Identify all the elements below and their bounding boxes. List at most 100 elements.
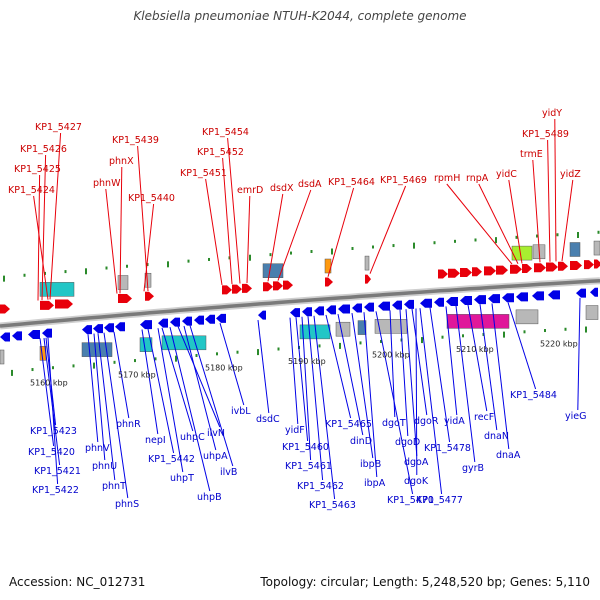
reverse-gene-label[interactable]: phnR — [116, 419, 141, 430]
reverse-gene-arrow[interactable] — [42, 328, 52, 338]
reverse-gene-arrow[interactable] — [82, 325, 92, 335]
forward-gene-arrow[interactable] — [263, 282, 273, 292]
forward-gene-label[interactable]: trmE — [520, 149, 543, 160]
forward-gene-arrow[interactable] — [558, 261, 568, 271]
forward-gene-arrow[interactable] — [496, 265, 508, 275]
reverse-gene-label[interactable]: ilvB — [220, 467, 237, 478]
reverse-gene-label[interactable]: phnV — [85, 443, 110, 454]
reverse-gene-label[interactable]: dgoT — [382, 418, 406, 429]
reverse-gene-arrow[interactable] — [532, 291, 544, 301]
reverse-gene-arrow[interactable] — [460, 295, 472, 305]
forward-gene-arrow[interactable] — [325, 277, 333, 287]
reverse-gene-label[interactable]: ibpB — [360, 459, 381, 470]
forward-gene-arrow[interactable] — [40, 300, 54, 310]
forward-gene-arrow[interactable] — [460, 267, 472, 277]
forward-gene-arrow[interactable] — [438, 269, 448, 279]
reverse-gene-label[interactable]: recF — [474, 412, 494, 423]
reverse-gene-label[interactable]: KP1_5420 — [28, 447, 75, 458]
reverse-gene-label[interactable]: uhpT — [170, 473, 194, 484]
reverse-gene-arrow[interactable] — [0, 332, 10, 342]
reverse-gene-label[interactable]: KP1_5461 — [285, 461, 332, 472]
forward-gene-arrow[interactable] — [55, 299, 73, 309]
reverse-gene-label[interactable]: KP1_5465 — [325, 419, 372, 430]
reverse-gene-label[interactable]: dgoK — [404, 476, 429, 487]
reverse-gene-label[interactable]: KP1_5463 — [309, 500, 356, 511]
reverse-gene-arrow[interactable] — [258, 310, 266, 320]
reverse-gene-label[interactable]: dinD — [350, 436, 372, 447]
forward-gene-arrow[interactable] — [534, 263, 546, 273]
reverse-gene-arrow[interactable] — [170, 317, 180, 327]
forward-gene-label[interactable]: KP1_5426 — [20, 144, 67, 155]
reverse-gene-arrow[interactable] — [93, 324, 103, 334]
reverse-gene-label[interactable]: KP1_5484 — [510, 390, 557, 401]
reverse-gene-arrow[interactable] — [326, 305, 336, 315]
forward-gene-arrow[interactable] — [594, 259, 600, 269]
forward-gene-label[interactable]: phnX — [109, 156, 134, 167]
reverse-gene-arrow[interactable] — [502, 293, 514, 303]
forward-gene-arrow[interactable] — [283, 280, 293, 290]
reverse-gene-label[interactable]: KP1_5423 — [30, 426, 77, 437]
forward-gene-arrow[interactable] — [118, 294, 132, 304]
reverse-gene-label[interactable]: yidF — [285, 425, 305, 436]
reverse-gene-arrow[interactable] — [104, 323, 114, 333]
reverse-gene-label[interactable]: KP1_5477 — [416, 495, 463, 506]
reverse-gene-arrow[interactable] — [28, 329, 40, 339]
forward-gene-label[interactable]: yidY — [542, 108, 562, 119]
reverse-gene-arrow[interactable] — [140, 320, 152, 330]
forward-gene-label[interactable]: KP1_5454 — [202, 127, 249, 138]
reverse-gene-arrow[interactable] — [12, 331, 22, 341]
reverse-gene-arrow[interactable] — [488, 294, 500, 304]
reverse-gene-label[interactable]: KP1_5478 — [424, 443, 471, 454]
forward-gene-label[interactable]: rpmH — [434, 173, 460, 184]
forward-gene-label[interactable]: yidZ — [560, 169, 581, 180]
forward-gene-arrow[interactable] — [472, 267, 482, 277]
forward-gene-label[interactable]: KP1_5425 — [14, 164, 61, 175]
reverse-gene-label[interactable]: ilvN — [207, 428, 225, 439]
forward-gene-label[interactable]: KP1_5452 — [197, 147, 244, 158]
reverse-gene-arrow[interactable] — [338, 304, 350, 314]
reverse-gene-arrow[interactable] — [352, 303, 362, 313]
reverse-gene-arrow[interactable] — [216, 313, 226, 323]
reverse-gene-label[interactable]: uhpA — [203, 451, 228, 462]
forward-gene-label[interactable]: phnW — [93, 178, 121, 189]
reverse-gene-label[interactable]: dgoR — [414, 416, 439, 427]
forward-gene-label[interactable]: KP1_5469 — [380, 175, 427, 186]
reverse-gene-label[interactable]: dgoD — [395, 437, 420, 448]
forward-gene-arrow[interactable] — [484, 266, 496, 276]
forward-gene-arrow[interactable] — [0, 304, 10, 314]
forward-gene-label[interactable]: rnpA — [466, 173, 489, 184]
forward-gene-label[interactable]: dsdA — [298, 179, 322, 190]
forward-gene-arrow[interactable] — [570, 260, 582, 270]
forward-gene-arrow[interactable] — [273, 281, 283, 291]
forward-gene-label[interactable]: KP1_5451 — [180, 168, 227, 179]
forward-gene-label[interactable]: yidC — [496, 169, 517, 180]
reverse-gene-arrow[interactable] — [364, 302, 374, 312]
reverse-gene-label[interactable]: KP1_5462 — [297, 481, 344, 492]
reverse-gene-arrow[interactable] — [446, 296, 458, 306]
reverse-gene-label[interactable]: ibpA — [364, 478, 386, 489]
reverse-gene-arrow[interactable] — [404, 299, 414, 309]
reverse-gene-label[interactable]: dsdC — [256, 414, 280, 425]
forward-gene-label[interactable]: KP1_5489 — [522, 129, 569, 140]
forward-gene-arrow[interactable] — [242, 283, 252, 293]
forward-gene-label[interactable]: KP1_5427 — [35, 122, 82, 133]
reverse-gene-arrow[interactable] — [474, 295, 486, 305]
reverse-gene-label[interactable]: phnT — [102, 481, 126, 492]
reverse-gene-arrow[interactable] — [516, 292, 528, 302]
reverse-gene-label[interactable]: uhpB — [197, 492, 222, 503]
reverse-gene-arrow[interactable] — [314, 306, 324, 316]
reverse-gene-arrow[interactable] — [392, 300, 402, 310]
reverse-gene-label[interactable]: yieG — [565, 411, 586, 422]
reverse-gene-arrow[interactable] — [182, 316, 192, 326]
reverse-gene-label[interactable]: gyrB — [462, 463, 484, 474]
reverse-gene-label[interactable]: KP1_5470 — [387, 495, 434, 506]
reverse-gene-arrow[interactable] — [434, 297, 444, 307]
reverse-gene-label[interactable]: ivbL — [231, 406, 251, 417]
reverse-gene-label[interactable]: dnaA — [496, 450, 521, 461]
reverse-gene-arrow[interactable] — [590, 287, 598, 297]
forward-gene-arrow[interactable] — [584, 260, 594, 270]
reverse-gene-arrow[interactable] — [302, 307, 312, 317]
reverse-gene-arrow[interactable] — [378, 301, 390, 311]
reverse-gene-label[interactable]: KP1_5421 — [34, 466, 81, 477]
forward-gene-arrow[interactable] — [222, 285, 232, 295]
